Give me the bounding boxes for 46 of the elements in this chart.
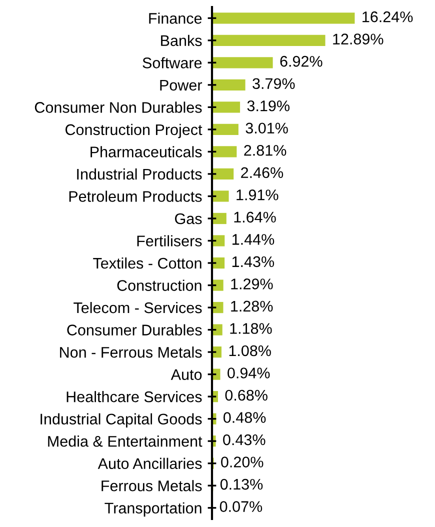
data-label: 3.01% <box>246 122 288 134</box>
y-tick-label: Software <box>142 57 202 68</box>
y-tick-label: Ferrous Metals <box>102 480 202 492</box>
data-label: 1.91% <box>236 190 278 200</box>
y-tick-label: Construction <box>117 280 202 291</box>
y-tick-label: Telecom - Services <box>74 302 202 314</box>
data-label: 1.64% <box>234 212 276 223</box>
data-label: 1.43% <box>232 256 274 268</box>
y-tick-label: Healthcare Services <box>66 391 202 402</box>
data-label: 0.13% <box>220 478 263 490</box>
y-tick-label: Auto Ancillaries <box>98 458 202 470</box>
data-label: 6.92% <box>280 56 322 67</box>
y-tick-label: Gas <box>175 213 202 224</box>
y-tick-label: Fertilisers <box>137 235 202 246</box>
data-label: 0.68% <box>225 390 268 401</box>
y-tick-label: Transportation <box>104 502 202 517</box>
data-label: 0.48% <box>224 412 266 423</box>
y-tick-label: Non - Ferrous Metals <box>60 346 202 358</box>
data-label: 1.08% <box>229 345 271 356</box>
data-label: 2.46% <box>241 167 284 178</box>
y-tick-label: Consumer Non Durables <box>34 102 202 113</box>
y-tick-label: Petroleum Products <box>69 190 202 202</box>
data-label: 1.44% <box>232 234 274 245</box>
y-tick-label: Auto <box>170 369 202 380</box>
data-label: 1.29% <box>231 278 273 290</box>
data-label: 1.18% <box>230 323 272 334</box>
y-tick-label: Media & Entertainment <box>48 436 202 447</box>
data-label: 0.20% <box>221 456 264 468</box>
data-label: 3.19% <box>247 100 290 112</box>
data-label: 2.81% <box>244 144 286 156</box>
y-tick-label: Textiles - Cotton <box>93 257 202 269</box>
data-label: 0.94% <box>228 368 270 378</box>
y-tick-label: Industrial Capital Goods <box>40 413 202 428</box>
y-tick-label: Construction Project <box>66 124 202 138</box>
y-tick-label: Consumer Durables <box>67 324 202 336</box>
y-tick-label: Banks <box>161 34 202 46</box>
y-tick-label: Pharmaceuticals <box>90 146 202 158</box>
data-label: 3.79% <box>252 78 295 90</box>
data-label: 0.07% <box>220 501 262 512</box>
data-label: 0.43% <box>223 434 266 446</box>
y-tick-label: Finance <box>149 12 202 24</box>
data-label: 1.28% <box>231 300 273 312</box>
data-label: 16.24% <box>362 11 413 22</box>
data-label: 12.89% <box>333 34 384 44</box>
y-tick-label: Power <box>160 80 202 91</box>
y-tick-label: Industrial Products <box>77 168 202 180</box>
